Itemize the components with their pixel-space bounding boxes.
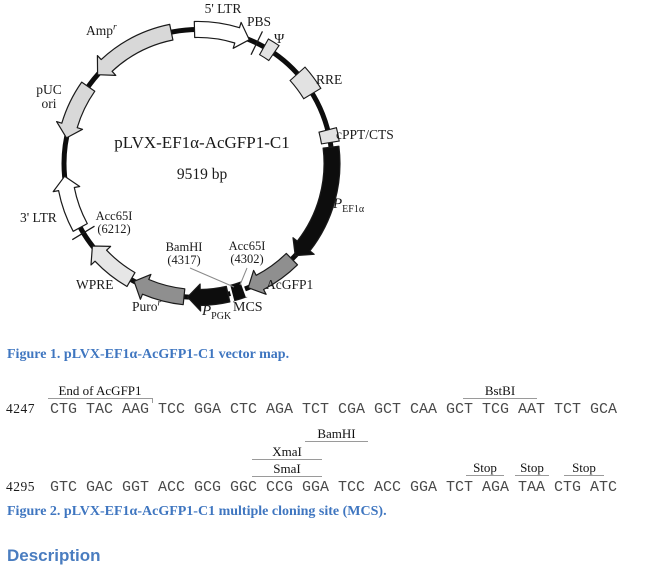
codon: AAT: [518, 401, 546, 418]
sequence-codons: GTC GAC GGT ACC GCG GGC CCG GGA TCC ACC GGA TCT AGA T…: [50, 478, 626, 496]
restriction-label-end-of-acgfp1: End of AcGFP1: [48, 384, 152, 399]
sequence-codons: CTG TAC AAG TCC GGA CTC AGA TCT CGA GCT CAA GCT TCG A…: [50, 400, 626, 418]
feature-wpre: [90, 245, 136, 288]
feature-puro-r: [133, 273, 186, 306]
label-acgfp1: AcGFP1: [266, 277, 314, 292]
stop-codon-label: Stop: [466, 461, 504, 476]
label-acc65i-6212: Acc65I (6212): [95, 209, 133, 236]
codon: CTC: [230, 401, 258, 418]
acc65i-4302-leader-line: [239, 267, 248, 286]
mcs-gap: [228, 285, 235, 302]
figure1-caption: Figure 1. pLVX-EF1α-AcGFP1-C1 vector map…: [7, 347, 290, 362]
row-number: 4295: [6, 479, 35, 494]
label-bamhi-4317: BamHI (4317): [165, 240, 203, 267]
codon: ACC: [374, 479, 402, 496]
label-puro-r: Puror: [132, 298, 162, 314]
codon: GGA: [302, 479, 330, 496]
label-amp-r: Ampr: [86, 22, 117, 38]
label-acc65i-4302: Acc65I (4302): [228, 239, 266, 266]
row-number: 4247: [6, 401, 35, 416]
label-cppt-cts: cPPT/CTS: [336, 127, 394, 142]
codon: CGA: [338, 401, 366, 418]
feature-rre: [289, 66, 322, 100]
label-mcs: MCS: [233, 300, 263, 315]
codon: AGA: [266, 401, 294, 418]
codon: GCT: [446, 401, 474, 418]
codon: GGC: [230, 479, 258, 496]
feature-psi: [258, 38, 280, 62]
label-p-ef1a: PEF1α: [333, 196, 365, 216]
codon: GGT: [122, 479, 150, 496]
restriction-label-smai: SmaI: [252, 462, 322, 477]
codon: CTG: [50, 401, 78, 418]
label-rre: RRE: [316, 72, 343, 87]
codon: GGA: [410, 479, 438, 496]
codon: GCT: [374, 401, 402, 418]
restriction-label-bstbi: BstBI: [463, 384, 537, 399]
label-5-ltr: 5' LTR: [204, 1, 242, 16]
plasmid-map: [52, 20, 341, 312]
codon: CAA: [410, 401, 438, 418]
restriction-label-xmai: XmaI: [252, 445, 322, 460]
label-p-pgk: PPGK: [202, 303, 232, 323]
codon: TAA: [518, 479, 546, 496]
codon: TCC: [338, 479, 366, 496]
codon: CCG: [266, 479, 294, 496]
codon: ATC: [590, 479, 618, 496]
stop-codon-label: Stop: [564, 461, 604, 476]
figure2-caption: Figure 2. pLVX-EF1α-AcGFP1-C1 multiple c…: [7, 504, 387, 519]
codon: TCG: [482, 401, 510, 418]
plasmid-size: 9519 bp: [176, 166, 228, 183]
codon: TCT: [446, 479, 474, 496]
codon: TCC: [158, 401, 186, 418]
codon: CTG: [554, 479, 582, 496]
codon: TCT: [554, 401, 582, 418]
codon: ACC: [158, 479, 186, 496]
plasmid-title: pLVX-EF1α-AcGFP1-C1: [114, 133, 290, 152]
codon: GAC: [86, 479, 114, 496]
codon: GGA: [194, 401, 222, 418]
mcs-gap: [240, 281, 248, 298]
codon: TAC: [86, 401, 114, 418]
codon: AGA: [482, 479, 510, 496]
feature-5-ltr: [193, 20, 250, 49]
codon: GCG: [194, 479, 222, 496]
feature-cppt-cts: [318, 127, 340, 145]
restriction-label-bamhi: BamHI: [305, 427, 368, 442]
feature-amp-r: [96, 23, 174, 76]
label-wpre: WPRE: [76, 277, 114, 292]
feature-3-ltr: [52, 175, 88, 232]
stop-codon-label: Stop: [515, 461, 549, 476]
feature-acgfp1: [247, 252, 299, 295]
label-psi: Ψ: [274, 32, 285, 47]
label-puc-ori: pUC ori: [36, 82, 62, 111]
bamhi-leader-line: [189, 267, 235, 288]
figure1-vector-map: pLVX-EF1α-AcGFP1-C1 9519 bp 5' LTR PBS Ψ…: [20, 1, 394, 323]
codon: AAG: [122, 401, 150, 418]
feature-p-ef1a: [292, 145, 341, 257]
acc65i-6212-tick: [71, 225, 95, 241]
feature-p-pgk: [186, 283, 231, 312]
codon: GTC: [50, 479, 78, 496]
description-heading: Description: [7, 546, 101, 565]
pbs-tick: [250, 31, 264, 56]
feature-puc-ori: [56, 81, 96, 139]
codon: GCA: [590, 401, 618, 418]
overline-tick: [152, 398, 153, 403]
label-3-ltr: 3' LTR: [20, 210, 57, 225]
label-pbs: PBS: [247, 14, 272, 29]
codon: TCT: [302, 401, 330, 418]
